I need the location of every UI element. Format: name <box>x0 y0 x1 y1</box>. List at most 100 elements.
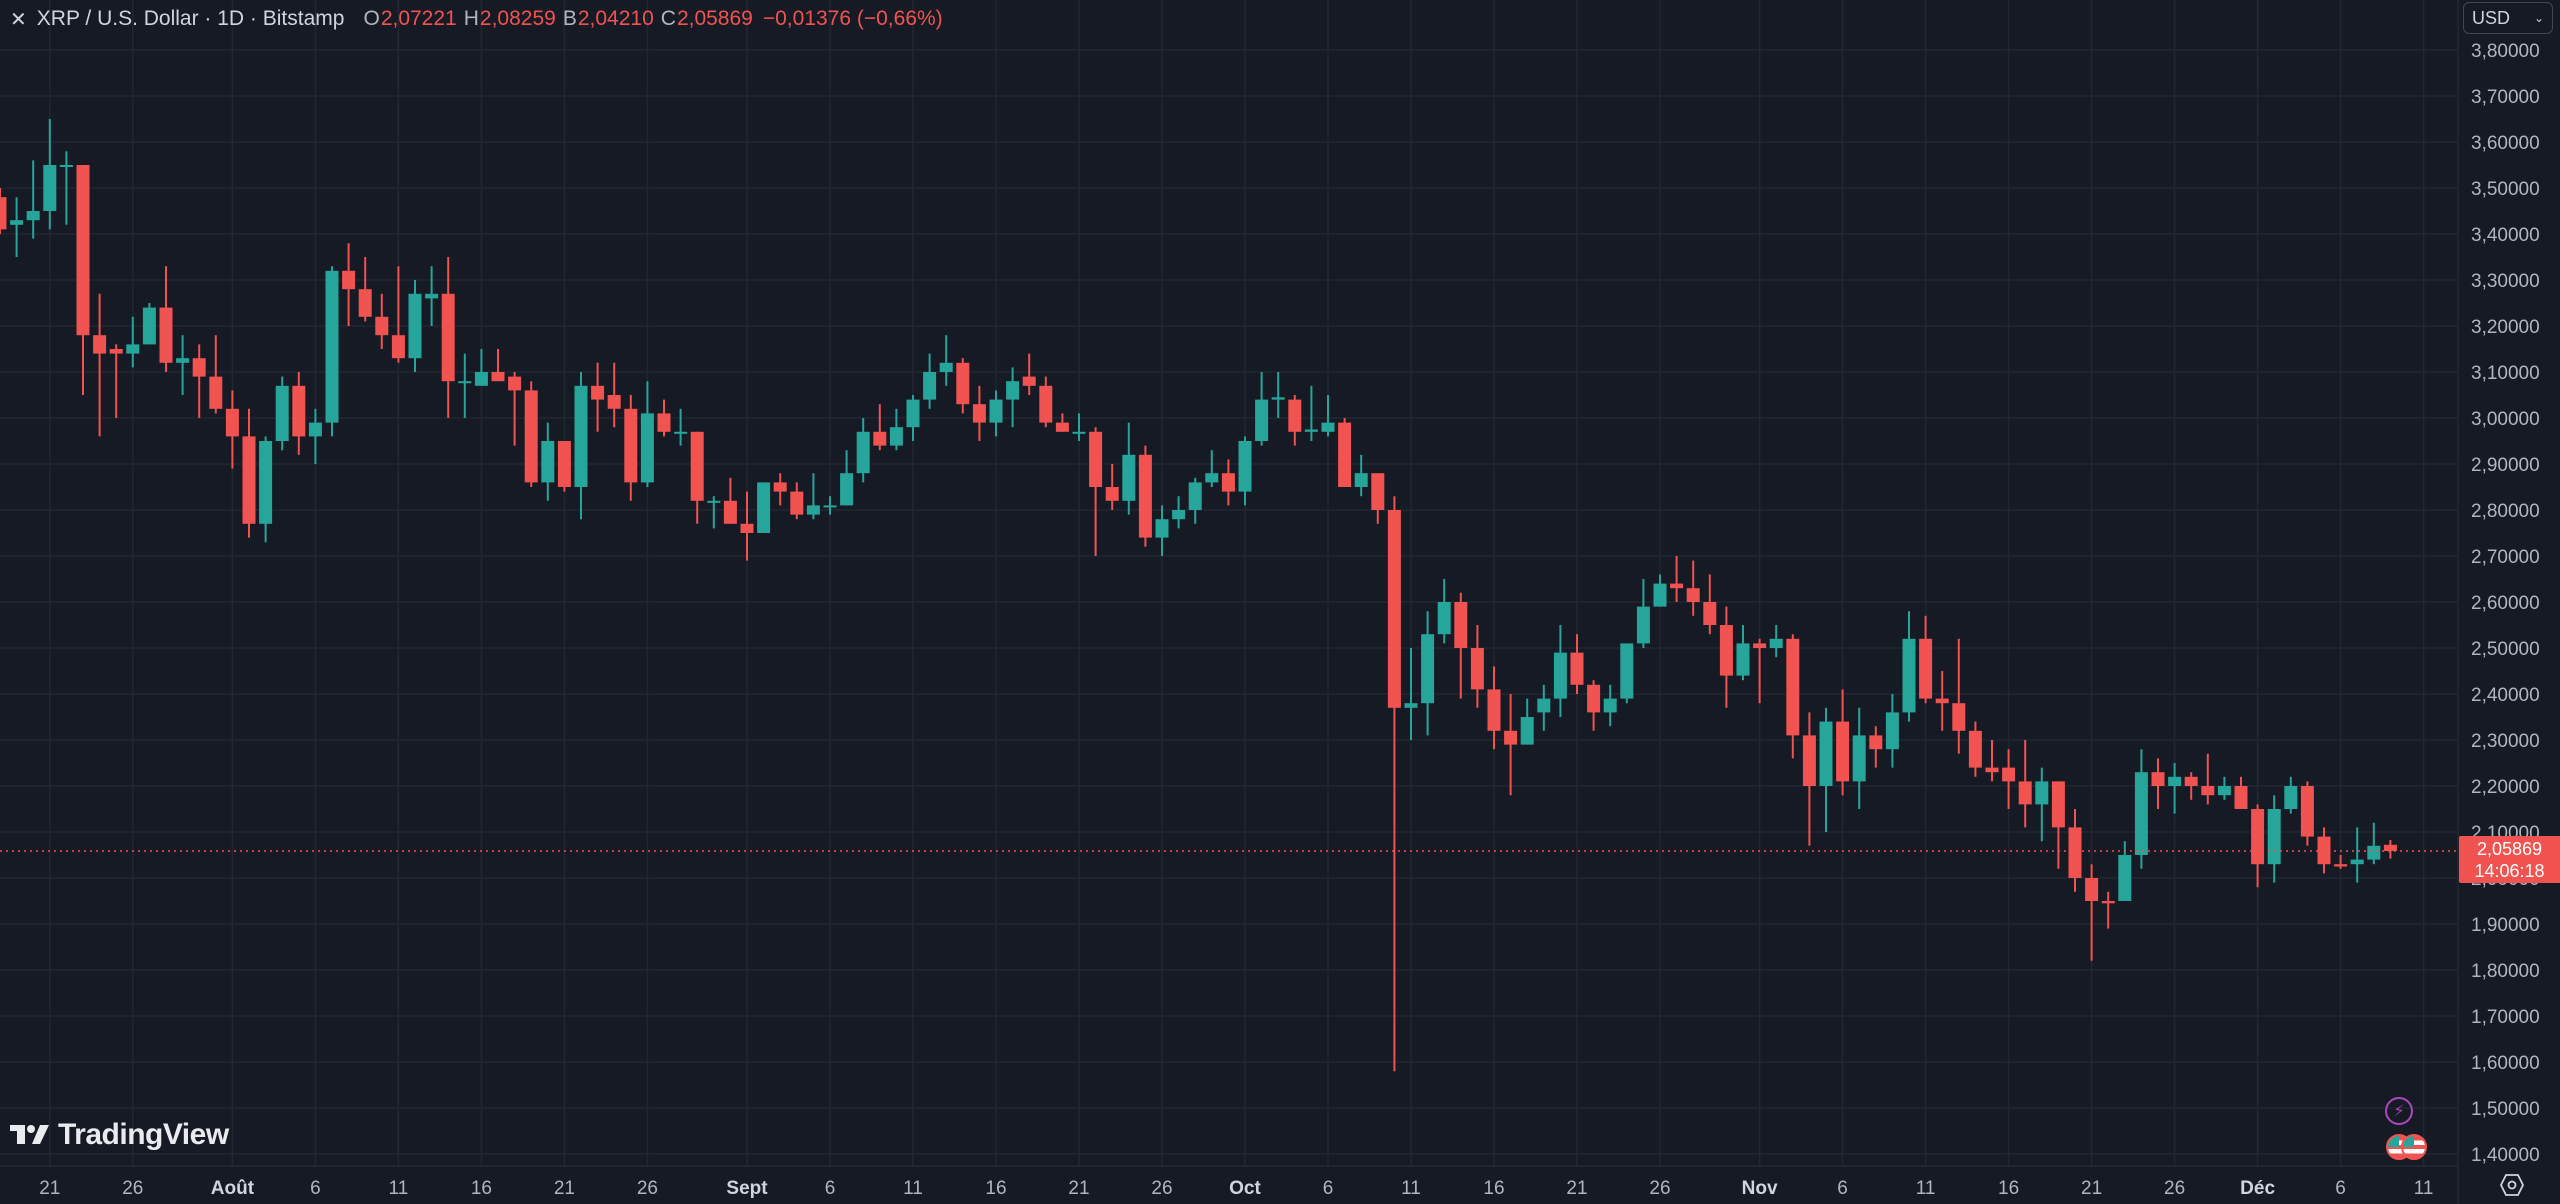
candle[interactable] <box>1719 606 1733 708</box>
candle[interactable] <box>1968 721 1982 777</box>
candle[interactable] <box>275 376 289 451</box>
candle[interactable] <box>1271 372 1285 418</box>
candle[interactable] <box>142 303 156 345</box>
candle[interactable] <box>541 422 555 501</box>
candle[interactable] <box>1221 459 1235 506</box>
candle[interactable] <box>391 266 405 363</box>
candle[interactable] <box>1653 574 1667 607</box>
candle[interactable] <box>591 362 605 432</box>
candle[interactable] <box>740 491 754 561</box>
candle[interactable] <box>1736 625 1750 681</box>
candle[interactable] <box>2085 864 2099 961</box>
candle[interactable] <box>308 408 322 464</box>
candle[interactable] <box>873 404 887 451</box>
candle[interactable] <box>757 482 771 533</box>
candle[interactable] <box>2101 891 2115 929</box>
candle[interactable] <box>1354 454 1368 497</box>
candle[interactable] <box>1454 592 1468 699</box>
candle[interactable] <box>109 344 123 418</box>
candle[interactable] <box>0 188 7 234</box>
time-axis[interactable]: 21 26 Août 6 11 16 21 26 Sept 6 11 16 21 26 Oct 6 11 16 21… <box>39 1178 2433 1199</box>
candle[interactable] <box>1836 689 1850 796</box>
candle[interactable] <box>1537 684 1551 731</box>
candle[interactable] <box>989 390 1003 437</box>
candle[interactable] <box>2051 781 2065 869</box>
candle[interactable] <box>26 160 40 239</box>
chart-settings-button[interactable] <box>2498 1171 2526 1199</box>
candle[interactable] <box>1620 643 1634 704</box>
candle[interactable] <box>1321 395 1335 437</box>
candle[interactable] <box>1470 625 1484 708</box>
candle[interactable] <box>325 266 339 437</box>
candle[interactable] <box>2300 781 2314 846</box>
candle[interactable] <box>1022 353 1036 395</box>
candle[interactable] <box>1786 634 1800 759</box>
candle[interactable] <box>2002 749 2016 809</box>
candle[interactable] <box>2134 749 2148 869</box>
candle[interactable] <box>93 293 107 437</box>
candle[interactable] <box>690 431 704 524</box>
us-flag-icon[interactable] <box>2401 1134 2427 1160</box>
candle[interactable] <box>209 335 223 414</box>
candle[interactable] <box>1138 445 1152 547</box>
candle[interactable] <box>1304 385 1318 441</box>
candle[interactable] <box>1205 450 1219 487</box>
candle[interactable] <box>126 316 140 368</box>
candle[interactable] <box>176 335 190 395</box>
candle[interactable] <box>1188 477 1202 524</box>
candle[interactable] <box>889 408 903 451</box>
candle[interactable] <box>939 335 953 386</box>
candle[interactable] <box>342 243 356 326</box>
candle[interactable] <box>1421 611 1435 736</box>
candle[interactable] <box>474 349 488 386</box>
candle[interactable] <box>2068 809 2082 892</box>
candle[interactable] <box>790 482 804 520</box>
symbol-title[interactable]: XRP / U.S. Dollar · 1D · Bitstamp <box>36 7 345 30</box>
candle[interactable] <box>1371 473 1385 524</box>
candle[interactable] <box>1952 638 1966 754</box>
candle[interactable] <box>1155 505 1169 556</box>
candle[interactable] <box>2151 758 2165 809</box>
candle[interactable] <box>1753 638 1767 704</box>
candle[interactable] <box>2217 776 2231 800</box>
tradingview-logo[interactable]: TradingView <box>10 1118 229 1152</box>
candle[interactable] <box>375 293 389 349</box>
candle[interactable] <box>508 372 522 446</box>
candle[interactable] <box>773 473 787 506</box>
candle[interactable] <box>1437 579 1451 644</box>
candle[interactable] <box>2383 840 2397 859</box>
candles-series[interactable] <box>0 119 2397 1072</box>
candle[interactable] <box>2184 772 2198 800</box>
candle[interactable] <box>1852 707 1866 809</box>
candle[interactable] <box>2035 767 2049 842</box>
candle[interactable] <box>1122 422 1136 515</box>
candle[interactable] <box>557 441 571 492</box>
currency-select[interactable]: USD ⌄ <box>2463 2 2553 34</box>
candle[interactable] <box>259 436 273 543</box>
candle[interactable] <box>1255 372 1269 446</box>
candle[interactable] <box>458 353 472 418</box>
candle[interactable] <box>1703 574 1717 635</box>
candle[interactable] <box>840 450 854 506</box>
candle[interactable] <box>1902 611 1916 722</box>
candle[interactable] <box>1039 376 1053 428</box>
candle[interactable] <box>1769 625 1783 658</box>
candle[interactable] <box>707 496 721 529</box>
candle[interactable] <box>1404 648 1418 740</box>
candle[interactable] <box>1288 395 1302 446</box>
lightning-event-marker[interactable]: ⚡︎ <box>2385 1097 2413 1125</box>
candle[interactable] <box>806 473 820 520</box>
candle[interactable] <box>972 385 986 441</box>
candle[interactable] <box>43 119 57 230</box>
candle[interactable] <box>59 151 73 225</box>
candle[interactable] <box>956 358 970 414</box>
candle[interactable] <box>491 349 505 382</box>
candle[interactable] <box>723 477 737 524</box>
candle[interactable] <box>441 257 455 418</box>
candle[interactable] <box>425 266 439 326</box>
candle[interactable] <box>1587 680 1601 731</box>
candle[interactable] <box>2201 753 2215 805</box>
candle[interactable] <box>1172 496 1186 529</box>
candle[interactable] <box>1105 464 1119 510</box>
